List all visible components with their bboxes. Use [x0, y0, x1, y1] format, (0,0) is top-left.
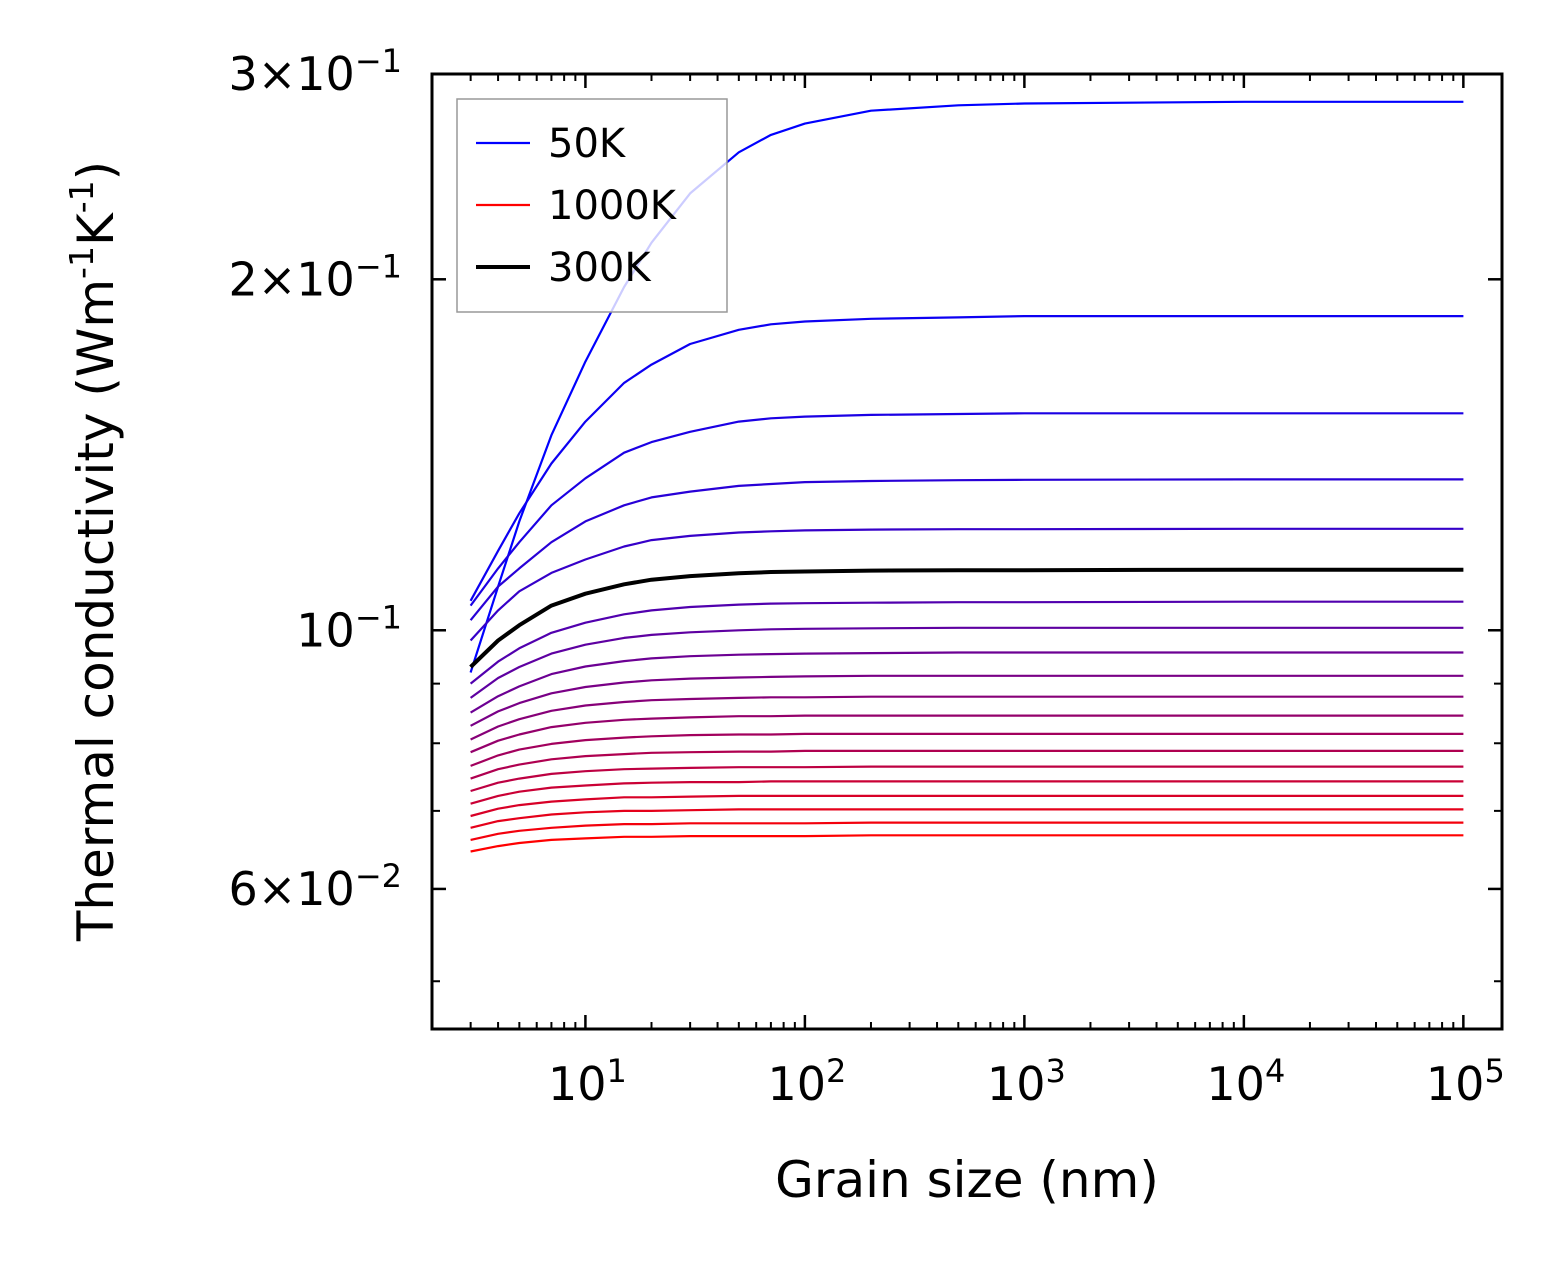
series-line-800K [470, 780, 1464, 805]
y-tick-label: 10−1 [296, 598, 402, 657]
series-line-900K [470, 808, 1464, 829]
x-tick-label-base: 10 [987, 1057, 1046, 1111]
x-tick-label: 103 [987, 1052, 1066, 1111]
x-axis-title: Grain size (nm) [775, 1151, 1159, 1209]
plot-frame [430, 72, 1504, 1031]
x-tick-label-exp: 3 [1045, 1052, 1065, 1090]
y-tick-label-exp: −1 [355, 42, 402, 80]
series-layer [469, 100, 1464, 853]
x-tick-label-exp: 5 [1484, 1052, 1504, 1090]
x-tick-label: 102 [767, 1052, 846, 1111]
y-axis-title-exp2: -1 [62, 180, 101, 213]
y-axis-title-main: Thermal conductivity (Wm [67, 279, 125, 942]
legend-label-1000K: 1000K [548, 183, 678, 229]
y-tick-label-mantissa: 2× [228, 252, 296, 306]
series-line-400K [469, 626, 1464, 699]
x-tick-label-exp: 4 [1265, 1052, 1285, 1090]
x-tick-label-base: 10 [1206, 1057, 1265, 1111]
x-tick-label-exp: 2 [826, 1052, 846, 1090]
x-tick-label-base: 10 [548, 1057, 607, 1111]
series-line-350K [469, 600, 1464, 685]
series-line-750K [470, 765, 1464, 793]
x-tick-label-exp: 1 [607, 1052, 627, 1090]
series-line-600K [470, 714, 1464, 754]
y-tick-label-base: 10 [296, 603, 355, 657]
y-axis-title-exp1: -1 [62, 246, 101, 279]
series-line-1000K [470, 834, 1464, 853]
series-line-500K [470, 674, 1464, 727]
y-tick-label-base: 10 [296, 252, 355, 306]
series-line-700K [470, 749, 1464, 780]
y-tick-label: 2×10−1 [228, 247, 402, 306]
x-tick-label-base: 10 [767, 1057, 826, 1111]
y-tick-label-mantissa: 6× [228, 862, 296, 916]
legend-label-300K: 300K [548, 245, 652, 291]
series-line-200K [469, 478, 1464, 621]
series-line-650K [470, 732, 1464, 767]
series-line-550K [470, 695, 1464, 741]
x-tick-label: 104 [1206, 1052, 1285, 1111]
x-tick-label: 105 [1426, 1052, 1505, 1111]
series-line-250K [469, 527, 1464, 642]
y-axis-title-close: ) [67, 161, 125, 181]
series-line-450K [470, 651, 1464, 714]
legend-label-50K: 50K [548, 121, 627, 167]
y-tick-label-base: 10 [296, 47, 355, 101]
series-line-850K [470, 794, 1464, 818]
y-tick-label-mantissa: 3× [228, 47, 296, 101]
y-tick-label: 6×10−2 [228, 857, 402, 916]
y-tick-label-exp: −2 [355, 857, 402, 895]
series-line-950K [470, 821, 1464, 841]
legend: 50K 1000K 300K [456, 98, 728, 313]
series-line-150K [469, 412, 1464, 607]
x-tick-label: 101 [548, 1052, 627, 1111]
series-line-300K [469, 567, 1464, 669]
x-tick-label-base: 10 [1426, 1057, 1485, 1111]
y-tick-label-exp: −1 [355, 598, 402, 636]
y-axis-title-unit: K [67, 212, 125, 246]
y-tick-label-exp: −1 [355, 247, 402, 285]
y-tick-label-base: 10 [296, 862, 355, 916]
y-tick-label: 3×10−1 [228, 42, 402, 101]
series-line-100K [469, 315, 1464, 602]
y-axis-title: Thermal conductivity (Wm-1K-1) [62, 161, 125, 942]
y-axis-title-group: Thermal conductivity (Wm-1K-1) [62, 161, 125, 942]
